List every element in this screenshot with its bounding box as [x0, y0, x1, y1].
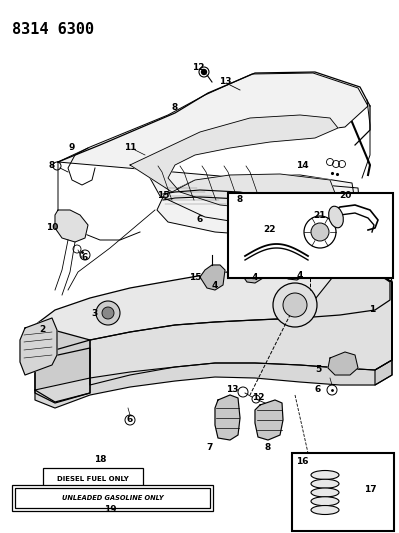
- Text: 8: 8: [265, 443, 271, 453]
- Polygon shape: [200, 265, 225, 290]
- Polygon shape: [35, 360, 392, 408]
- Text: 17: 17: [363, 486, 376, 495]
- Text: 15: 15: [157, 190, 169, 199]
- Text: 4: 4: [252, 273, 258, 282]
- Ellipse shape: [311, 497, 339, 506]
- Text: DIESEL FUEL ONLY: DIESEL FUEL ONLY: [57, 476, 129, 482]
- Text: 12: 12: [192, 63, 204, 72]
- Circle shape: [273, 283, 317, 327]
- Polygon shape: [375, 272, 392, 385]
- Polygon shape: [328, 352, 358, 375]
- Text: 6: 6: [127, 416, 133, 424]
- Text: 14: 14: [296, 160, 308, 169]
- Polygon shape: [55, 210, 88, 242]
- Text: 10: 10: [46, 223, 58, 232]
- Circle shape: [283, 293, 307, 317]
- Text: 6: 6: [82, 254, 88, 262]
- Text: 8: 8: [172, 103, 178, 112]
- Text: 6: 6: [315, 385, 321, 394]
- Ellipse shape: [311, 479, 339, 488]
- Text: 8: 8: [49, 160, 55, 169]
- Text: 11: 11: [124, 143, 136, 152]
- Bar: [292, 453, 394, 531]
- Circle shape: [311, 223, 329, 241]
- Polygon shape: [35, 348, 90, 403]
- Text: 6: 6: [197, 215, 203, 224]
- Text: 12: 12: [252, 393, 264, 402]
- Text: 3: 3: [92, 309, 98, 318]
- Text: 13: 13: [226, 385, 238, 394]
- Bar: [228, 193, 393, 278]
- Text: UNLEADED GASOLINE ONLY: UNLEADED GASOLINE ONLY: [62, 495, 163, 501]
- Circle shape: [304, 216, 336, 248]
- Bar: [12, 485, 213, 511]
- Circle shape: [201, 69, 207, 75]
- Polygon shape: [90, 268, 392, 385]
- Text: 22: 22: [264, 225, 276, 235]
- Polygon shape: [255, 400, 283, 440]
- Polygon shape: [20, 318, 57, 375]
- Polygon shape: [282, 258, 307, 280]
- Text: 21: 21: [314, 211, 326, 220]
- Polygon shape: [35, 268, 390, 360]
- Text: 16: 16: [296, 457, 308, 466]
- Text: 4: 4: [297, 271, 303, 280]
- Text: 13: 13: [219, 77, 231, 86]
- Polygon shape: [58, 73, 368, 238]
- Text: 8: 8: [237, 196, 243, 205]
- Circle shape: [96, 301, 120, 325]
- Text: 2: 2: [39, 326, 45, 335]
- Text: 8314 6300: 8314 6300: [12, 22, 94, 37]
- Polygon shape: [240, 260, 265, 283]
- Text: 19: 19: [104, 505, 117, 514]
- Polygon shape: [130, 115, 338, 212]
- Bar: [43, 468, 143, 490]
- Text: 1: 1: [369, 305, 375, 314]
- Text: 5: 5: [315, 366, 321, 375]
- Circle shape: [102, 307, 114, 319]
- Text: 9: 9: [69, 143, 75, 152]
- Ellipse shape: [311, 505, 339, 514]
- Polygon shape: [35, 325, 90, 402]
- Bar: [15, 488, 210, 508]
- Text: 7: 7: [207, 443, 213, 453]
- Text: 20: 20: [339, 190, 351, 199]
- Text: 4: 4: [212, 280, 218, 289]
- Ellipse shape: [311, 488, 339, 497]
- Ellipse shape: [311, 471, 339, 480]
- Text: 18: 18: [94, 456, 106, 464]
- Polygon shape: [215, 395, 240, 440]
- Ellipse shape: [329, 206, 343, 228]
- Text: 15: 15: [189, 273, 201, 282]
